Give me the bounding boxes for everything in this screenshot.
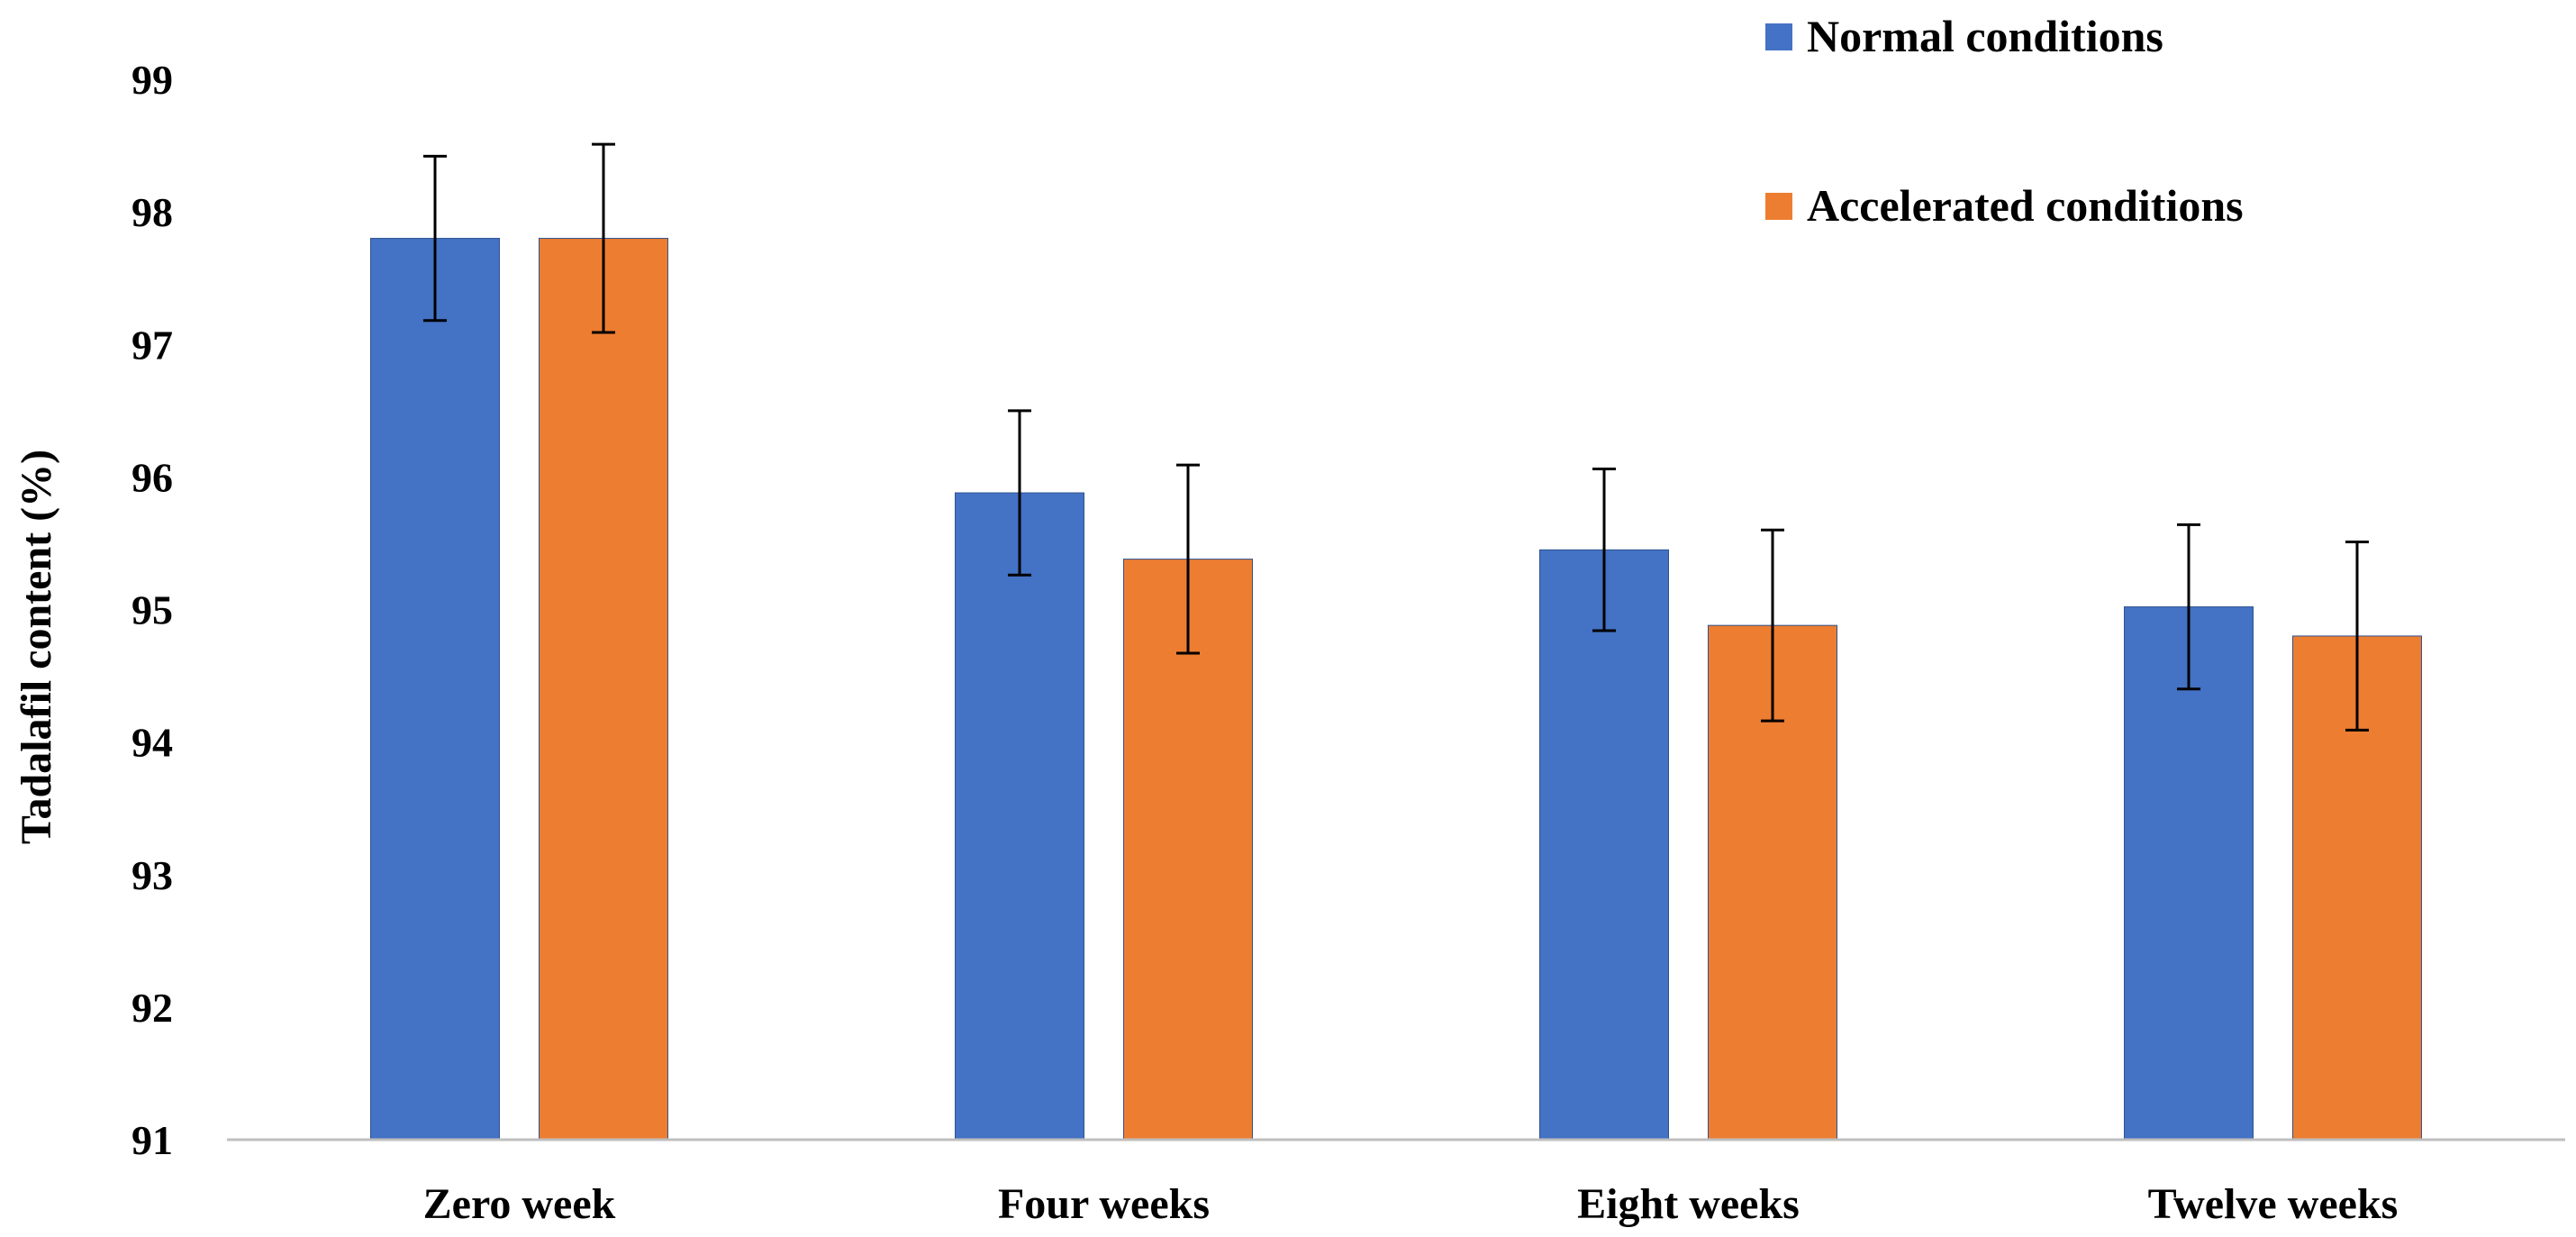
bar-normal xyxy=(370,238,500,1141)
y-tick-label: 91 xyxy=(132,1117,173,1163)
y-tick-label: 98 xyxy=(132,189,173,235)
x-category-label: Eight weeks xyxy=(1577,1180,1800,1228)
y-tick-label: 94 xyxy=(132,720,173,766)
y-axis-ticks: 91 92 93 94 95 96 97 98 99 xyxy=(132,57,173,1163)
y-tick-label: 92 xyxy=(132,985,173,1031)
y-axis-label: Tadalafil content (%) xyxy=(13,450,60,844)
bar-accelerated xyxy=(539,238,668,1141)
x-category-label: Twelve weeks xyxy=(2148,1180,2399,1228)
bar-normal xyxy=(1539,549,1669,1141)
category-labels: Zero week Four weeks Eight weeks Twelve wee… xyxy=(423,1180,2399,1228)
legend-swatch-accelerated xyxy=(1765,193,1792,220)
bar-accelerated xyxy=(1123,559,1253,1141)
x-category-label: Four weeks xyxy=(998,1180,1210,1228)
y-tick-label: 99 xyxy=(132,57,173,103)
bar-normal xyxy=(2124,606,2254,1141)
x-category-label: Zero week xyxy=(423,1180,616,1228)
legend-label: Accelerated conditions xyxy=(1807,180,2244,231)
legend: Normal conditions Accelerated conditions xyxy=(1765,11,2244,231)
legend-swatch-normal xyxy=(1765,23,1792,50)
legend-label: Normal conditions xyxy=(1807,11,2163,61)
y-tick-label: 97 xyxy=(132,322,173,368)
bars-group xyxy=(370,142,2422,1141)
bar-normal xyxy=(955,492,1084,1141)
y-tick-label: 93 xyxy=(132,852,173,898)
y-tick-label: 96 xyxy=(132,454,173,500)
y-tick-label: 95 xyxy=(132,587,173,633)
